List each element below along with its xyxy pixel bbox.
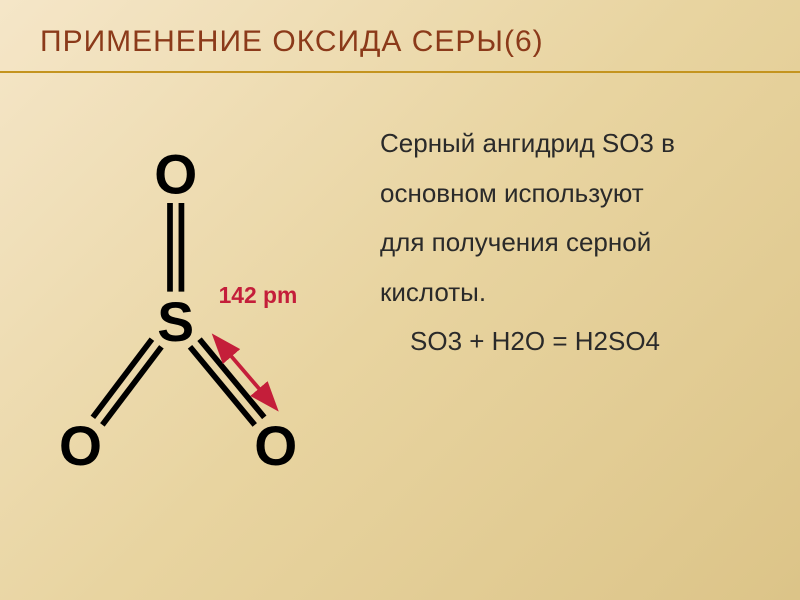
- molecule-diagram: O S O O 142 pm: [20, 103, 360, 503]
- page-title: ПРИМЕНЕНИЕ ОКСИДА СЕРЫ(6): [40, 25, 760, 59]
- bond-br-1: [190, 347, 255, 425]
- description-line-1: Серный ангидрид SO3 в: [380, 123, 750, 165]
- oxygen-top-label: O: [154, 143, 197, 205]
- description-line-3: для получения серной: [380, 222, 750, 264]
- oxygen-bl-label: O: [59, 415, 102, 477]
- bond-br-2: [200, 339, 265, 417]
- bond-bl-1: [93, 339, 152, 417]
- sulfur-label: S: [157, 291, 194, 353]
- title-bar: ПРИМЕНЕНИЕ ОКСИДА СЕРЫ(6): [0, 0, 800, 73]
- text-content: Серный ангидрид SO3 в основном использую…: [380, 103, 780, 503]
- description-line-4: кислоты.: [380, 272, 750, 314]
- oxygen-br-label: O: [254, 415, 297, 477]
- description-line-2: основном используют: [380, 173, 750, 215]
- bond-length-label: 142 pm: [219, 282, 298, 308]
- so3-structure: O S O O 142 pm: [20, 103, 360, 503]
- bond-bl-2: [102, 347, 161, 425]
- content-area: O S O O 142 pm Серный ангидрид SO3 в осн…: [0, 73, 800, 533]
- chemical-equation: SO3 + H2O = H2SO4: [380, 321, 750, 363]
